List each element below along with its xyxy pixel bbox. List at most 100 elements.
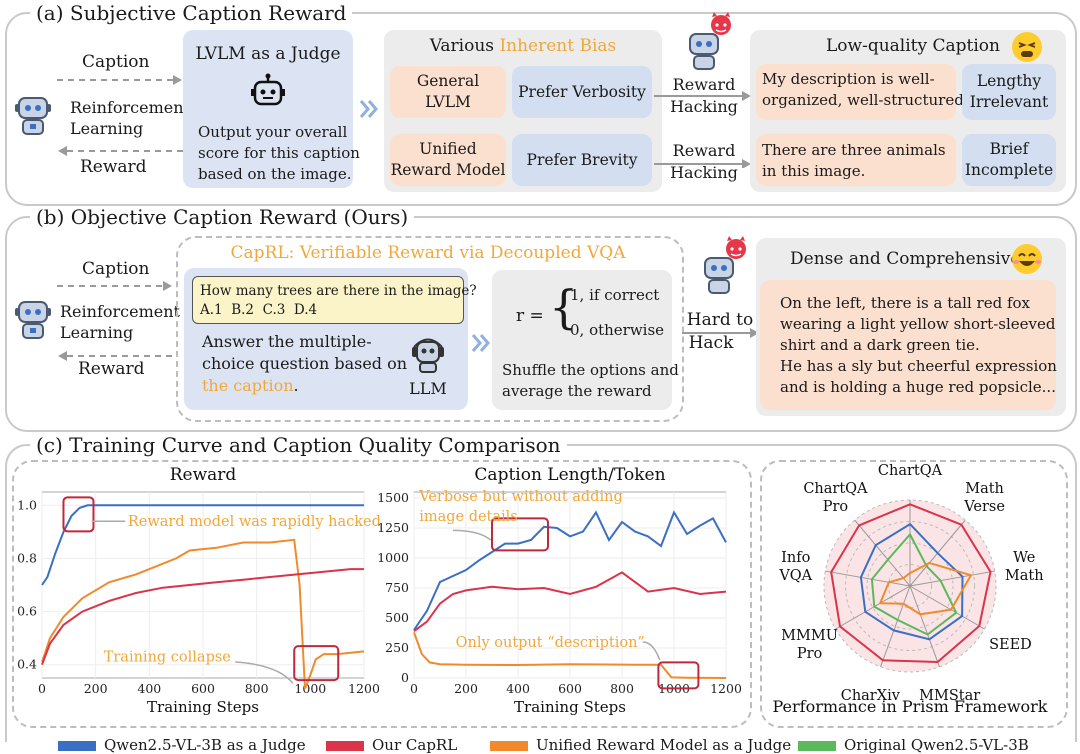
x-axis-label: Training Steps — [514, 698, 626, 716]
series-line-unified-reward-model-as-a-judge — [41, 538, 365, 689]
x-tick-label: 400 — [137, 681, 161, 696]
collapse-pointer — [235, 661, 294, 684]
chevron-right-icon — [359, 100, 378, 118]
series-line-qwen2-5-vl-3b-as-a-judge — [413, 510, 727, 631]
x-tick-label: 1200 — [710, 681, 742, 696]
robot-icon — [15, 97, 51, 135]
a-caption-label: Caption — [82, 52, 150, 72]
shuffle-line1: Shuffle the options and — [502, 361, 679, 379]
radar-axis-label: Math — [1005, 568, 1044, 584]
radar-chart: ChartQA Math Verse We Math SEED MMStar CharXiv M… — [772, 463, 1047, 716]
radar-title: Performance in Prism Framework — [772, 697, 1047, 716]
judge-line1: Output your overall — [198, 123, 348, 141]
tag-lengthy: Lengthy — [976, 72, 1042, 90]
y-tick-label: 750 — [385, 580, 409, 595]
x-tick-label: 200 — [454, 681, 478, 696]
y-tick-label: 1250 — [377, 520, 409, 535]
legend-item-unified: Unified Reward Model as a Judge — [490, 736, 791, 754]
bias-title: Various Inherent Bias — [384, 36, 662, 57]
hard-line2: Hack — [688, 333, 734, 353]
devil-emoji-icon-b — [704, 236, 746, 294]
r-case2: 0, otherwise — [570, 321, 665, 339]
brace: { — [549, 280, 579, 334]
radar-axis-label: ChartQA — [878, 463, 943, 479]
hack1-line2: Hacking — [670, 97, 738, 116]
b-rl-line2: Learning — [60, 323, 134, 342]
x-tick-label: 0 — [410, 681, 418, 696]
question-text: How many trees are there in the image? — [200, 283, 477, 299]
legend-label: Unified Reward Model as a Judge — [536, 736, 792, 754]
hack-arrows — [654, 91, 751, 168]
question-options: A.1 B.2 C.3 D.4 — [200, 302, 318, 318]
radar-spoke — [909, 585, 940, 667]
dense-title: Dense and Comprehensive — [790, 249, 1021, 269]
a-reward-label: Reward — [80, 157, 147, 177]
prefer-verbosity-box: Prefer Verbosity — [512, 66, 652, 118]
chart-title: Caption Length/Token — [474, 465, 665, 485]
radar-ring — [888, 564, 932, 608]
y-tick-label: 0.4 — [17, 657, 37, 672]
question-box — [192, 276, 464, 324]
radar-series-our-caprl — [830, 503, 992, 664]
series-line-qwen2-5-vl-3b-as-a-judge — [41, 504, 364, 586]
section-c-title: (c) Training Curve and Caption Quality C… — [30, 434, 567, 456]
answer-line3: the caption. — [202, 375, 299, 396]
general-lvlm-box: General LVLM — [390, 66, 506, 118]
radar-axis-label: Verse — [963, 499, 1005, 515]
reward-formula-box — [492, 270, 672, 410]
radar-axis-label: SEED — [989, 637, 1032, 653]
radar-dashed-frame — [760, 460, 1068, 728]
unified-line2: Reward Model — [390, 161, 506, 179]
x-tick-label: 1200 — [348, 681, 380, 696]
lowq2-box — [756, 134, 956, 186]
legend-item-qwen-judge: Qwen2.5-VL-3B as a Judge — [58, 736, 306, 754]
b-reward-label: Reward — [78, 359, 145, 379]
answer-accent: the caption — [202, 376, 294, 395]
radar-spoke — [835, 585, 911, 630]
b-caption-label: Caption — [82, 259, 150, 279]
y-tick-label: 1000 — [377, 550, 409, 565]
dense-line3: shirt and a dark green tie. — [780, 336, 980, 354]
radar-spoke — [909, 585, 985, 630]
a-flow-arrows — [57, 75, 183, 156]
series-line-our-caprl — [41, 568, 364, 666]
lowq2-tags: Brief Incomplete — [962, 134, 1056, 186]
legend-swatch-red — [326, 741, 364, 751]
prefer-brevity-box: Prefer Brevity — [512, 134, 652, 186]
tag-brief: Brief — [989, 140, 1029, 158]
shuffle-line2: average the reward — [502, 382, 652, 400]
verbose-highlight-box — [491, 517, 549, 552]
radar-series-original-qwen2-5-vl-3b — [870, 532, 958, 636]
description-highlight-box — [657, 661, 700, 690]
section-a-title: (a) Subjective Caption Reward — [30, 2, 353, 24]
legend-item-caprl: Our CapRL — [326, 736, 457, 754]
dense-caption-box — [760, 280, 1056, 410]
radar-ring — [845, 521, 975, 651]
lowq1-line1: My description is well- — [762, 70, 935, 88]
answer-line2: choice question based on — [202, 354, 408, 373]
y-tick-label: 500 — [385, 610, 409, 625]
judge-line3: based on the image. — [198, 165, 352, 183]
hack1-line1: Reward — [672, 75, 736, 94]
x-tick-label: 600 — [191, 681, 215, 696]
description-pointer — [642, 641, 661, 661]
radar-axis-label: ChartQA — [803, 481, 868, 497]
legend-label: Original Qwen2.5-VL-3B — [844, 736, 1029, 754]
answer-end: . — [293, 376, 299, 395]
radar-spoke — [880, 585, 911, 667]
general-line2: LVLM — [425, 93, 471, 111]
caption-length-chart: Caption Length/Token 0 200 400 600 800 1000 120… — [377, 465, 742, 716]
radar-axis-label: Math — [965, 481, 1004, 497]
radar-axis-label: CharXiv — [841, 688, 901, 704]
hacked-highlight-box — [62, 496, 95, 533]
radar-ring — [866, 542, 954, 630]
capr-title: CapRL: Verifiable Reward via Decoupled V… — [230, 243, 626, 263]
hack2-line2: Hacking — [670, 163, 738, 182]
devil-emoji-icon — [689, 12, 731, 70]
legend-item-original: Original Qwen2.5-VL-3B — [798, 736, 1029, 754]
annotation-verbose-1: Verbose but without adding — [418, 489, 623, 505]
smile-face-icon — [1012, 244, 1042, 274]
y-tick-label: 0.6 — [17, 604, 37, 619]
radar-axis-label: VQA — [778, 568, 812, 584]
lowq1-tags: Lengthy Irrelevant — [962, 64, 1056, 120]
